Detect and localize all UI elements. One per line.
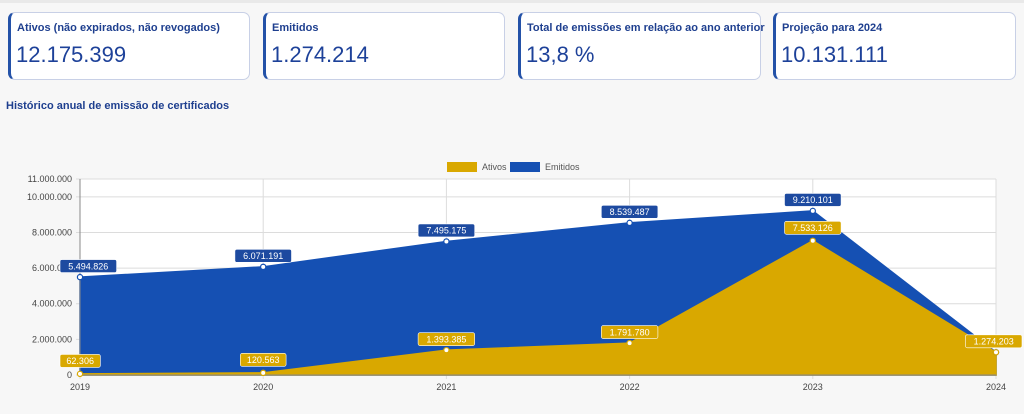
card-projecao: Projeção para 2024 10.131.111 — [773, 12, 1016, 80]
data-label-box — [784, 193, 842, 207]
data-label: 6.071.191 — [243, 251, 283, 261]
data-label-box — [965, 334, 1023, 349]
data-label-box — [600, 205, 659, 219]
data-label: 9.210.101 — [793, 195, 833, 205]
point-ativos — [76, 370, 84, 378]
legend-swatch-ativos — [447, 162, 477, 172]
section-title: Histórico anual de emissão de certificad… — [6, 100, 230, 112]
card-emitidos-label: Emitidos — [272, 22, 319, 34]
area-chart: 0 2.000.000 4.000.000 6.000.000 8.000.000 10.… — [27, 162, 1023, 392]
data-label: 120.563 — [247, 355, 280, 365]
point-ativos — [443, 346, 450, 354]
point-ativos — [992, 349, 1000, 356]
point-ativos — [809, 237, 817, 244]
data-label: 1.274.203 — [974, 337, 1014, 347]
point-emitidos — [809, 207, 817, 215]
card-emitidos: Emitidos 1.274.214 — [263, 12, 505, 80]
data-label: 1.791.780 — [610, 327, 650, 337]
x-tick-label: 2021 — [436, 382, 456, 392]
top-border — [0, 0, 1024, 3]
y-tick-label: 2.000.000 — [32, 334, 72, 344]
card-ativos-label: Ativos (não expirados, não revogados) — [17, 22, 220, 34]
data-label: 62.306 — [66, 356, 94, 366]
data-label-box — [59, 259, 117, 273]
card-total-emissoes: Total de emissões em relação ao ano ante… — [518, 12, 765, 80]
y-tick-label: 6.000.000 — [32, 263, 72, 273]
data-label-box — [417, 223, 476, 238]
legend-label-ativos: Ativos — [482, 162, 507, 172]
point-ativos — [260, 369, 267, 377]
point-emitidos — [260, 263, 267, 271]
legend-swatch-emitidos — [510, 162, 540, 172]
point-emitidos — [443, 238, 450, 245]
card-total-emissoes-value: 13,8 % — [526, 42, 595, 67]
data-label: 1.393.385 — [426, 334, 466, 344]
x-tick-label: 2020 — [253, 382, 273, 392]
data-label-box — [59, 354, 101, 368]
data-label-box — [234, 249, 292, 263]
card-projecao-value: 10.131.111 — [781, 42, 888, 67]
y-tick-label: 11.000.000 — [28, 174, 72, 184]
data-label-box — [784, 220, 842, 235]
x-tick-label: 2019 — [70, 382, 90, 392]
data-label: 5.494.826 — [68, 261, 108, 271]
card-total-emissoes-label: Total de emissões em relação ao ano ante… — [527, 22, 765, 34]
x-tick-label: 2024 — [986, 382, 1006, 392]
y-tick-label: 8.000.000 — [32, 227, 72, 237]
card-emitidos-value: 1.274.214 — [271, 42, 369, 67]
x-tick-label: 2023 — [803, 382, 823, 392]
y-tick-label: 0 — [67, 370, 72, 380]
y-tick-label: 4.000.000 — [32, 299, 72, 309]
data-label: 7.495.175 — [426, 226, 466, 236]
card-projecao-label: Projeção para 2024 — [782, 22, 883, 34]
card-ativos-value: 12.175.399 — [16, 42, 127, 67]
data-label-box — [600, 325, 659, 339]
point-emitidos — [626, 219, 633, 227]
data-label: 7.533.126 — [793, 223, 833, 233]
card-ativos: Ativos (não expirados, não revogados) 12… — [8, 12, 250, 80]
data-label: 8.539.487 — [610, 207, 650, 217]
data-label-box — [417, 332, 476, 346]
point-ativos — [626, 339, 633, 347]
point-emitidos — [76, 273, 84, 281]
y-tick-label: 10.000.000 — [27, 192, 72, 202]
legend-label-emitidos: Emitidos — [545, 162, 580, 172]
x-tick-label: 2022 — [620, 382, 640, 392]
data-label-box — [240, 353, 287, 367]
